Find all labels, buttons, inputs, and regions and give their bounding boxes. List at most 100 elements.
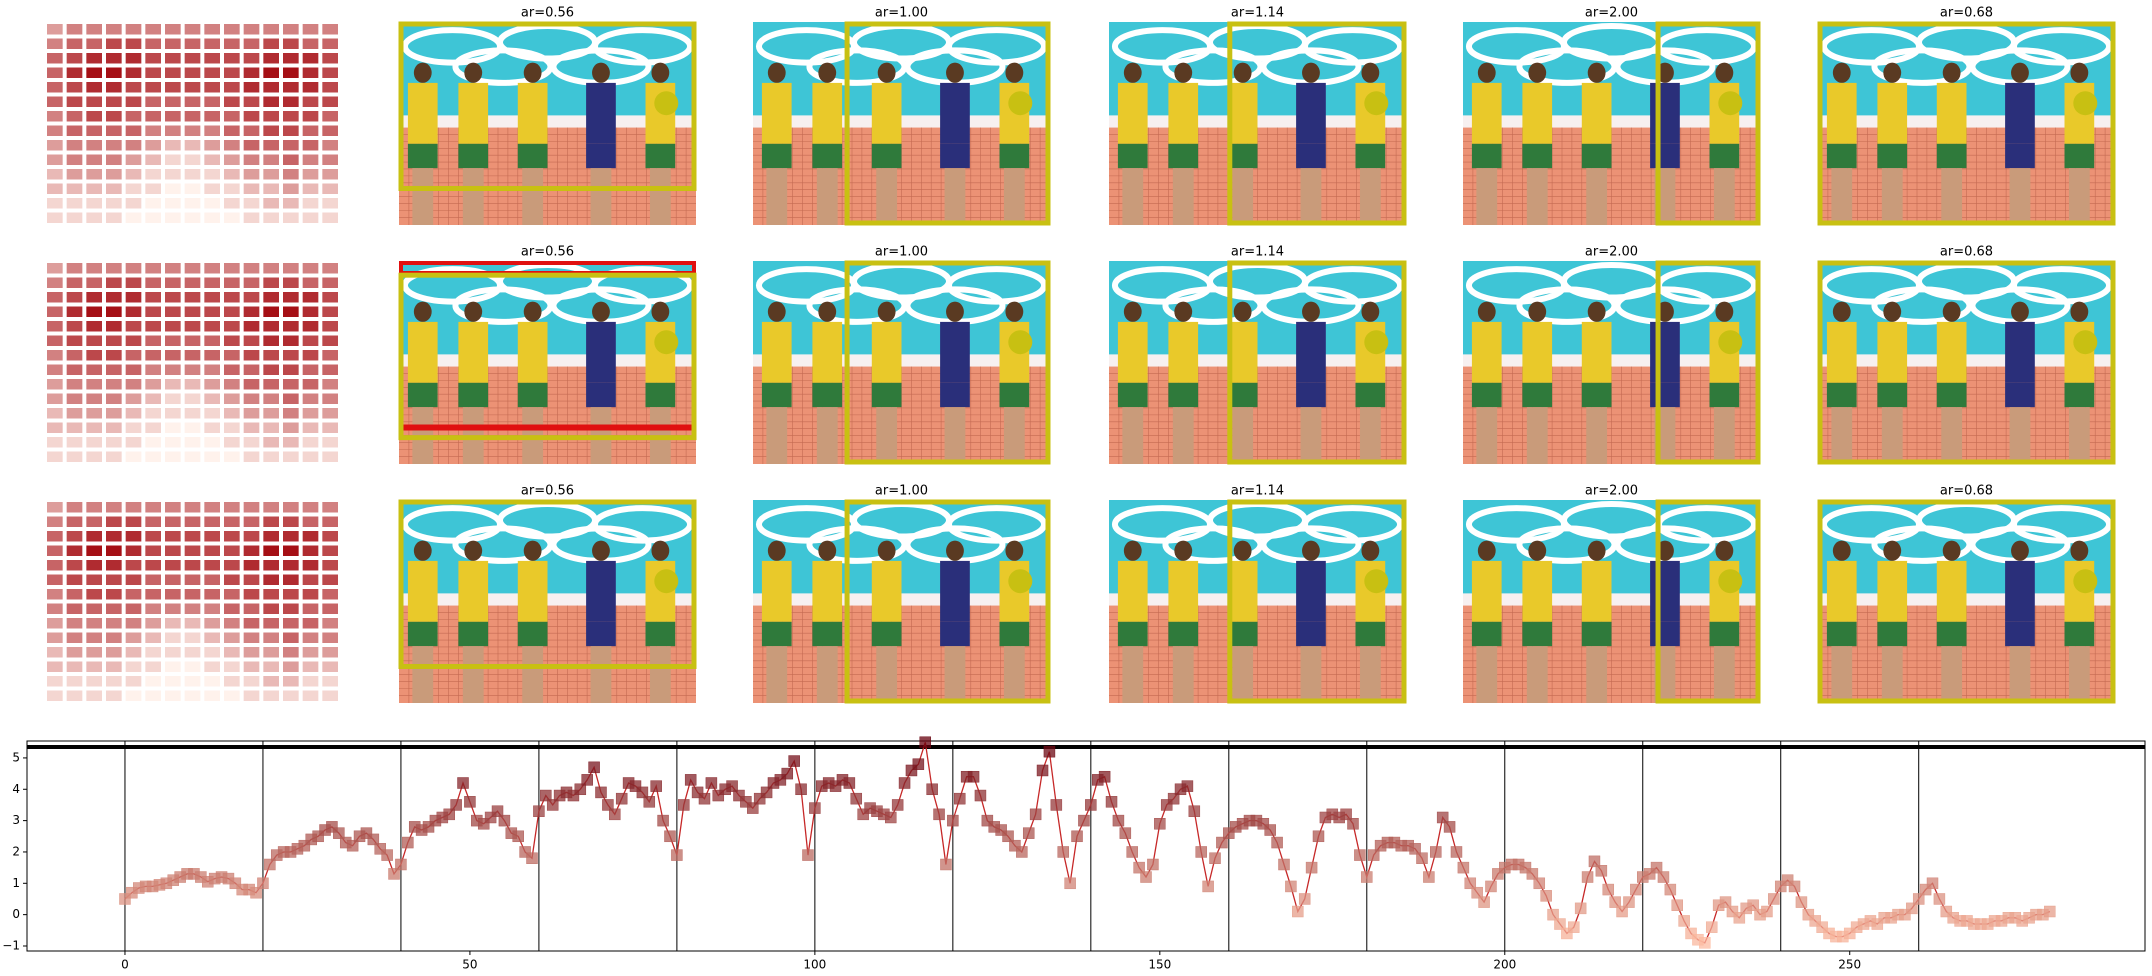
panel-title: ar=0.68 — [1940, 245, 1993, 260]
heatmap-cell — [263, 198, 279, 209]
heatmap-cell — [106, 350, 122, 361]
marker — [1216, 836, 1228, 849]
heatmap-cell — [302, 589, 319, 600]
heatmap-cell — [106, 393, 122, 404]
heatmap-cell — [283, 603, 299, 614]
heatmap-cell — [302, 531, 319, 542]
photo-legs — [1586, 407, 1608, 464]
marker — [422, 821, 435, 833]
heatmap-cell — [322, 545, 338, 556]
heatmap-cell — [204, 516, 220, 527]
photo-shorts — [586, 143, 616, 169]
heatmap-cell — [263, 96, 279, 107]
heatmap-cell — [145, 306, 161, 317]
marker — [1623, 896, 1635, 908]
marker — [1050, 799, 1063, 811]
photo-shirt — [1227, 560, 1258, 622]
heatmap-cell — [184, 38, 201, 49]
heatmap-cell — [302, 183, 319, 194]
heatmap-cell — [204, 306, 220, 317]
marker — [1278, 858, 1290, 871]
photo-shirt — [940, 560, 970, 622]
heatmap-cell — [165, 198, 181, 209]
heatmap-cell — [66, 531, 83, 542]
heatmap-cell — [165, 277, 181, 288]
photo-shirt — [1522, 321, 1553, 383]
heatmap-cell — [86, 38, 102, 49]
heatmap-cell — [283, 350, 299, 361]
marker — [491, 805, 504, 817]
heatmap-cell — [322, 574, 338, 585]
photo-legs — [2009, 168, 2031, 225]
heatmap-cell — [184, 603, 201, 614]
heatmap-cell — [263, 306, 279, 317]
heatmap-cell — [263, 603, 279, 614]
heatmap-cell — [86, 212, 102, 223]
heatmap-cell — [224, 24, 240, 35]
yellow-dot — [1008, 569, 1033, 594]
heatmap-cell — [243, 292, 260, 303]
heatmap-cell — [224, 292, 240, 303]
heatmap-cell — [204, 321, 220, 332]
marker — [1347, 817, 1359, 830]
photo-legs — [590, 168, 612, 225]
photo-shorts — [1936, 143, 1967, 169]
photo-head — [464, 62, 483, 83]
heatmap-cell — [184, 560, 201, 571]
photo-shirt — [1877, 321, 1908, 383]
photo-shorts — [2005, 143, 2035, 169]
marker — [802, 849, 814, 861]
photo-shorts — [940, 382, 970, 408]
heatmap-cell — [145, 38, 161, 49]
marker — [1816, 921, 1828, 933]
heatmap-cell — [125, 335, 142, 346]
heatmap-cell — [66, 676, 83, 687]
heatmap-cell — [66, 350, 83, 361]
heatmap-cell — [263, 53, 279, 64]
heatmap-cell — [243, 82, 260, 93]
marker — [595, 786, 607, 799]
heatmap-cell — [47, 364, 63, 375]
heatmap-cell — [145, 531, 161, 542]
heatmap-cell — [106, 379, 122, 390]
marker — [250, 886, 262, 899]
photo-head — [651, 62, 670, 83]
marker — [1119, 827, 1132, 839]
heatmap-cell — [47, 96, 63, 107]
heatmap-cell — [243, 422, 260, 433]
marker — [395, 858, 407, 871]
photo-shorts — [999, 621, 1030, 647]
marker — [926, 783, 938, 796]
marker — [1919, 883, 1932, 896]
yellow-dot — [1008, 330, 1033, 355]
photo-shorts — [1471, 382, 1502, 408]
heatmap-cell — [204, 198, 220, 209]
heatmap-cell — [283, 140, 299, 151]
photo-shirt — [586, 560, 616, 622]
heatmap-cell — [204, 24, 220, 35]
heatmap-cell — [106, 589, 122, 600]
photo-head — [818, 62, 837, 83]
photo-head — [1477, 62, 1496, 83]
photo-shirt — [761, 82, 792, 144]
heatmap-cell — [165, 140, 181, 151]
heatmap-cell — [66, 169, 83, 180]
marker — [1147, 858, 1159, 871]
marker — [1871, 918, 1884, 930]
heatmap-cell — [125, 632, 142, 643]
heatmap-cell — [66, 618, 83, 629]
marker — [333, 827, 345, 839]
heatmap-cell — [204, 96, 220, 107]
heatmap-cell — [165, 183, 181, 194]
heatmap-cell — [47, 437, 63, 448]
heatmap-cell — [243, 379, 260, 390]
heatmap-cell — [263, 212, 279, 223]
heatmap-cell — [165, 632, 181, 643]
heatmap-cell — [165, 531, 181, 542]
photo-legs — [1359, 407, 1381, 464]
marker — [905, 764, 918, 777]
photo-legs — [876, 407, 898, 464]
photo-shorts — [2064, 621, 2095, 647]
marker — [705, 777, 718, 789]
heatmap-cell — [125, 96, 142, 107]
